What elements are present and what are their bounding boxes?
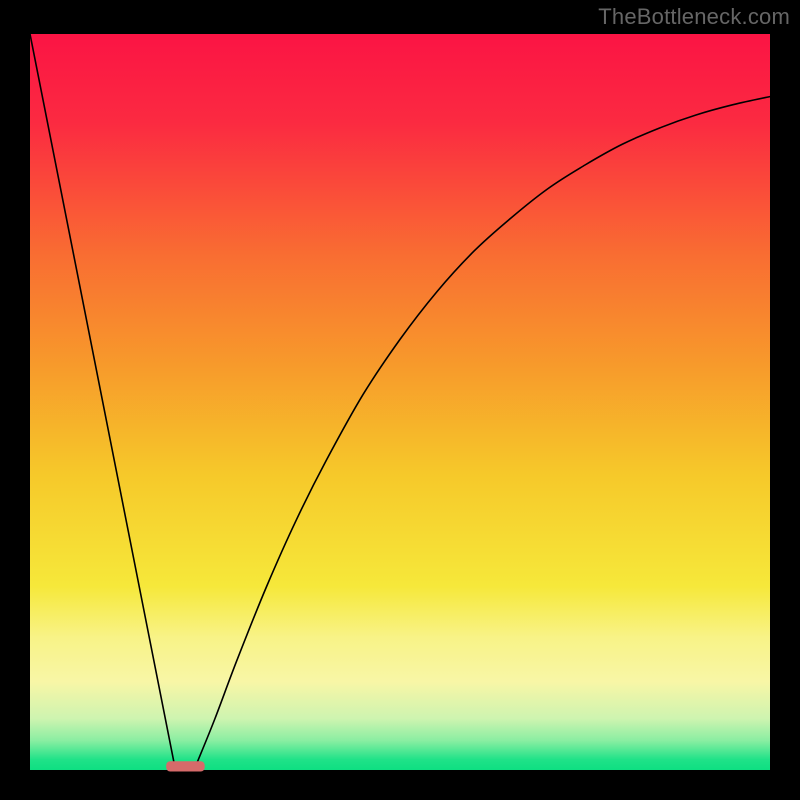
plot-background: [30, 34, 770, 770]
chart-container: TheBottleneck.com: [0, 0, 800, 800]
bottleneck-chart: [0, 0, 800, 800]
optimal-marker: [166, 761, 205, 771]
watermark-text: TheBottleneck.com: [598, 4, 790, 30]
